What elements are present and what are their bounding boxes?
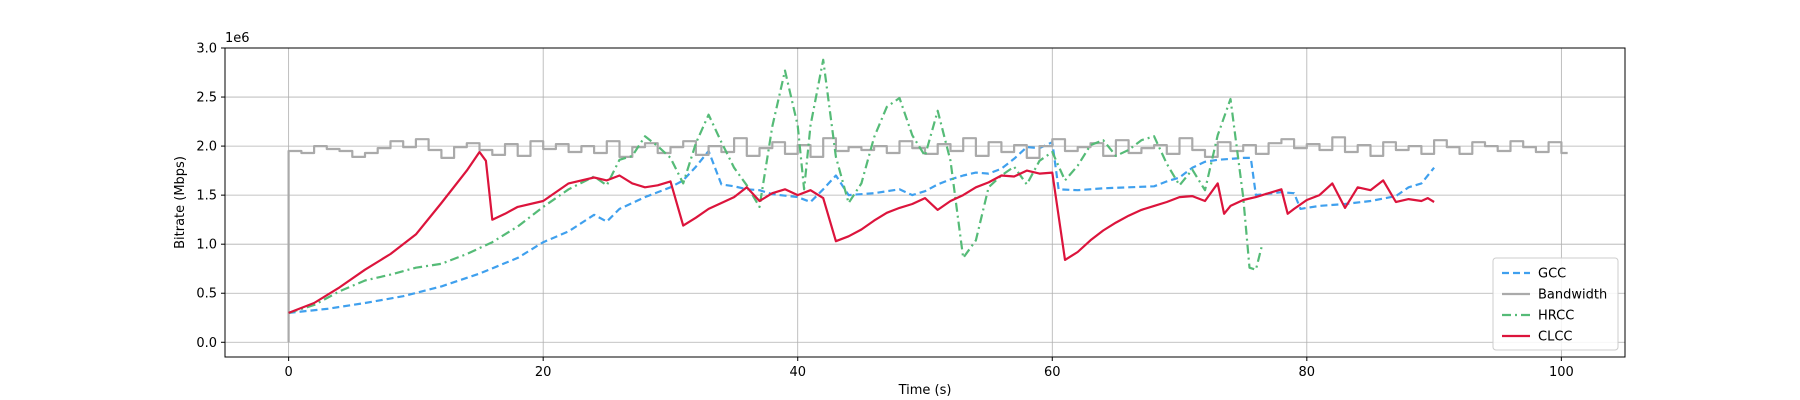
y-tick-label: 0.0 — [196, 336, 217, 351]
series-line-hrcc — [288, 58, 1264, 314]
y-tick-label: 3.0 — [196, 42, 217, 57]
series-line-clcc — [288, 150, 1435, 314]
legend-box — [1492, 257, 1619, 351]
x-tick-label: 20 — [535, 365, 552, 380]
axes: 0 20 40 60 80 100 0.0 0.5 1.0 1.5 2.0 2.5 3.0 — [196, 42, 1626, 380]
y-tick-label: 2.5 — [196, 91, 217, 106]
legend-label-gcc: GCC — [1538, 267, 1566, 282]
y-tick-label: 1.5 — [196, 189, 217, 204]
x-tick-label: 80 — [1299, 365, 1316, 380]
y-axis-label: Bitrate (Mbps) — [173, 156, 188, 249]
x-tick-label: 60 — [1044, 365, 1061, 380]
x-tick-label: 0 — [284, 365, 292, 380]
y-axis-offset-text: 1e6 — [225, 31, 250, 46]
legend-label-bandwidth: Bandwidth — [1538, 288, 1607, 303]
plot-frame — [224, 47, 1626, 358]
legend-label-hrcc: HRCC — [1538, 309, 1574, 324]
x-axis-label: Time (s) — [898, 383, 952, 398]
y-tick-label: 0.5 — [196, 287, 217, 302]
x-tick-label: 40 — [789, 365, 806, 380]
y-tick-label: 2.0 — [196, 140, 217, 155]
legend: GCC Bandwidth HRCC CLCC — [1492, 257, 1619, 351]
x-tick-label: 100 — [1549, 365, 1574, 380]
y-tick-label: 1.0 — [196, 238, 217, 253]
series-lines — [287, 58, 1568, 343]
legend-label-clcc: CLCC — [1538, 330, 1572, 345]
